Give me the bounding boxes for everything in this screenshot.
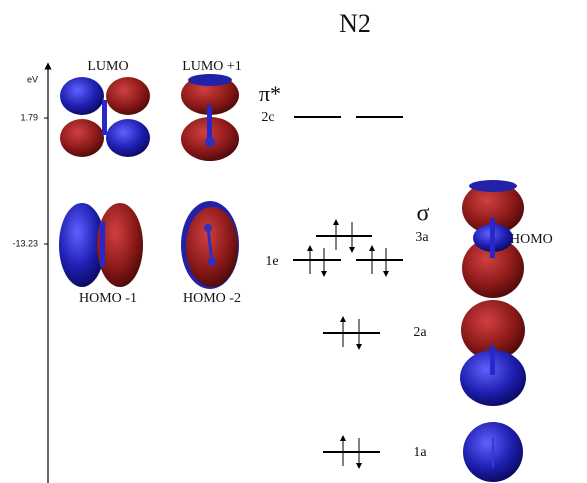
title: N2 xyxy=(339,9,371,38)
orbital-label: HOMO xyxy=(510,232,553,247)
orbital-label: HOMO -1 xyxy=(79,291,137,306)
tick-label: -13.23 xyxy=(12,238,38,248)
level-label: 3a xyxy=(415,230,429,245)
orbital-lumo xyxy=(60,77,150,157)
orbital-2a xyxy=(460,300,526,406)
orbital-label: HOMO -2 xyxy=(183,291,241,306)
level-label: 1e xyxy=(265,254,278,269)
orbital-1a xyxy=(463,422,523,482)
orbital-homo-minus-2 xyxy=(181,201,239,289)
tick-label: 1.79 xyxy=(20,112,38,122)
axis-label: eV xyxy=(27,74,38,84)
orbital-label: LUMO +1 xyxy=(182,59,242,74)
level-label: 1a xyxy=(413,445,427,460)
level-label: 2a xyxy=(413,325,427,340)
orbital-homo-minus-1 xyxy=(59,203,143,287)
symmetry-label: π* xyxy=(259,81,281,106)
level-label: 2c xyxy=(261,110,274,125)
symmetry-label: σ xyxy=(417,201,430,227)
orbital-label: LUMO xyxy=(87,59,128,74)
orbital-lumo-plus-1 xyxy=(181,74,239,161)
mo-diagram: N2 eV 1.79 -13.23 LUMO LUMO +1 HOMO -1 H… xyxy=(0,0,587,483)
